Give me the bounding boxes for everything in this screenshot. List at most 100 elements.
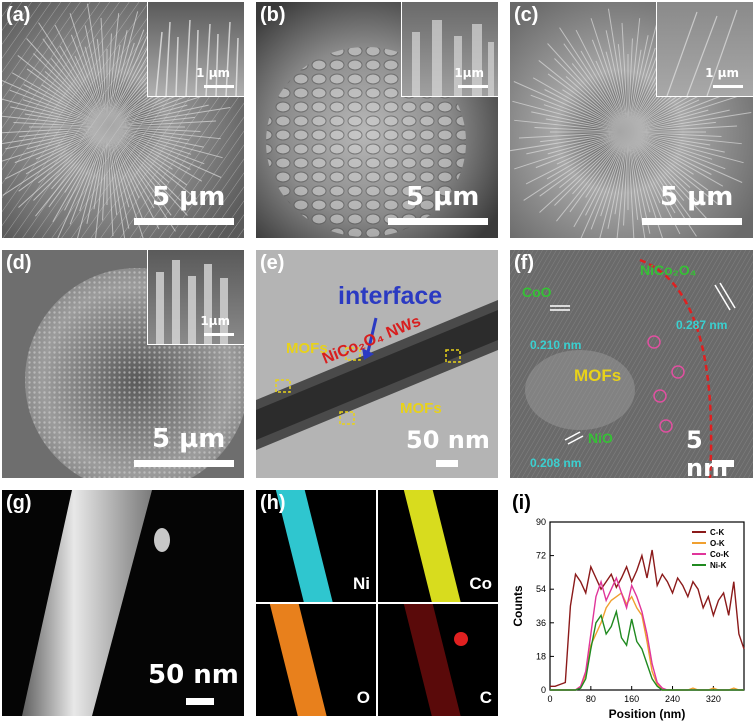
map-co: Co xyxy=(378,490,498,602)
panel-b-inset: 1µm xyxy=(401,2,498,97)
y-tick-label-1: 18 xyxy=(536,651,546,661)
panel-g: (g) 50 nm xyxy=(2,490,244,716)
y-tick-label-3: 54 xyxy=(536,584,546,594)
map-o-wire xyxy=(268,604,328,716)
panel-d-inset: 1µm xyxy=(147,250,244,345)
inset-scale-text: 1µm xyxy=(454,66,484,80)
scale-text-f: 5 nm xyxy=(686,426,729,478)
map-ni-label: Ni xyxy=(353,574,370,593)
lattice-markers xyxy=(550,282,736,445)
x-tick-label-3: 240 xyxy=(665,694,680,704)
panel-e: (e) interface MOFs MOFs NiCo₂O₄ NWs 50 n… xyxy=(256,250,498,478)
mofs-label-top: MOFs xyxy=(286,340,328,357)
x-tick-label-2: 160 xyxy=(624,694,639,704)
series-line-co-k xyxy=(550,576,744,691)
panel-f: (f) NiCo₂O₄ CoO 0.287 nm 0.210 nm MOFs N… xyxy=(510,250,753,478)
y-tick-label-5: 90 xyxy=(536,517,546,527)
x-tick-label-1: 80 xyxy=(586,694,596,704)
inset-scale-bar xyxy=(458,85,488,88)
inset-scale-text: 1µm xyxy=(200,314,230,328)
inset-scale-bar xyxy=(204,333,234,336)
scale-text-d: 5 µm xyxy=(152,424,226,454)
map-c-label: C xyxy=(479,688,492,707)
panel-label-i: (i) xyxy=(512,492,531,514)
map-c-wire xyxy=(402,604,462,716)
panel-label-c: (c) xyxy=(514,4,539,26)
map-ni: Ni xyxy=(256,490,376,602)
mofs-label-bottom: MOFs xyxy=(400,400,442,417)
legend-label-0: C-K xyxy=(710,528,724,537)
scale-text-a: 5 µm xyxy=(152,182,226,212)
panel-label-e: (e) xyxy=(260,252,285,274)
nio-spacing: 0.208 nm xyxy=(530,456,582,470)
panel-e-tem xyxy=(256,250,498,478)
panel-c: 1 µm (c) 5 µm xyxy=(510,2,753,238)
panel-a: 1 µm (a) 5 µm xyxy=(2,2,244,238)
x-tick-label-0: 0 xyxy=(547,694,552,704)
inset-scale-text: 1 µm xyxy=(705,66,739,80)
scale-bar-g xyxy=(186,698,214,705)
interface-arrow xyxy=(366,317,378,353)
map-c-spot xyxy=(454,632,468,646)
nico-label: NiCo₂O₄ xyxy=(640,262,697,278)
coo-spacing: 0.210 nm xyxy=(530,338,582,352)
legend-label-2: Co-K xyxy=(710,550,729,559)
inset-nanowires xyxy=(155,19,239,96)
y-tick-label-2: 36 xyxy=(536,618,546,628)
inset-scale-bar xyxy=(204,85,234,88)
line-profile-chart: 0 80 160 240 320 0 18 36 54 72 90 Position (nm) Coun… xyxy=(511,517,745,721)
panel-label-b: (b) xyxy=(260,4,286,26)
panel-label-a: (a) xyxy=(6,4,31,26)
map-co-label: Co xyxy=(469,574,492,593)
map-c: C xyxy=(378,604,498,716)
plot-frame xyxy=(549,521,745,691)
scale-bar-a xyxy=(134,218,234,225)
x-tick-label-4: 320 xyxy=(706,694,721,704)
nico-spacing: 0.287 nm xyxy=(676,318,728,332)
panel-a-inset: 1 µm xyxy=(147,2,244,97)
map-co-wire xyxy=(402,490,462,602)
panel-label-f: (f) xyxy=(514,252,534,274)
y-axis-label: Counts xyxy=(511,585,525,627)
nio-label: NiO xyxy=(588,430,613,446)
boundary-curve xyxy=(639,258,713,478)
scale-bar-e xyxy=(436,460,458,467)
x-axis-label: Position (nm) xyxy=(609,707,686,721)
map-o-label: O xyxy=(356,688,370,707)
interface-label: interface xyxy=(338,282,443,310)
series-line-c-k xyxy=(550,549,745,687)
panel-i: (i) 0 80 160 240 320 0 18 36 54 72 90 Position (nm)… xyxy=(506,488,755,726)
inset-scale-bar xyxy=(713,85,743,88)
scale-bar-b xyxy=(388,218,488,225)
inset-scale-text: 1 µm xyxy=(196,66,230,80)
legend-label-3: Ni-K xyxy=(710,561,727,570)
urchin-spikes xyxy=(2,3,231,238)
y-tick-label-4: 72 xyxy=(536,551,546,561)
panel-c-inset: 1 µm xyxy=(656,2,753,97)
legend-label-1: O-K xyxy=(710,539,725,548)
inset-nanowires xyxy=(666,9,738,96)
panel-g-haadf xyxy=(2,490,244,716)
series-line-ni-k xyxy=(550,608,744,691)
scale-text-b: 5 µm xyxy=(406,182,480,212)
inset-nanowires xyxy=(156,260,228,344)
map-o: O xyxy=(256,604,376,716)
scale-text-g: 50 nm xyxy=(148,660,239,690)
panel-label-h: (h) xyxy=(260,492,286,514)
scale-text-e: 50 nm xyxy=(406,426,490,454)
mof-circles xyxy=(647,335,685,433)
y-tick-label-0: 0 xyxy=(541,685,546,695)
scale-bar-f xyxy=(712,460,734,467)
nanowire-shape xyxy=(22,490,152,716)
panel-d: 1µm (d) 5 µm xyxy=(2,250,244,478)
scale-bar-d xyxy=(134,460,234,467)
panel-f-hrtem xyxy=(510,250,753,478)
coo-label: CoO xyxy=(522,284,552,300)
panel-label-g: (g) xyxy=(6,492,32,514)
mofs-label: MOFs xyxy=(574,366,622,385)
panel-b: 1µm (b) 5 µm xyxy=(256,2,498,238)
scale-bar-c xyxy=(642,218,742,225)
inset-nanowires xyxy=(412,20,494,96)
series-line-o-k xyxy=(550,591,744,691)
panel-h: Ni Co O C (h) xyxy=(256,490,498,716)
